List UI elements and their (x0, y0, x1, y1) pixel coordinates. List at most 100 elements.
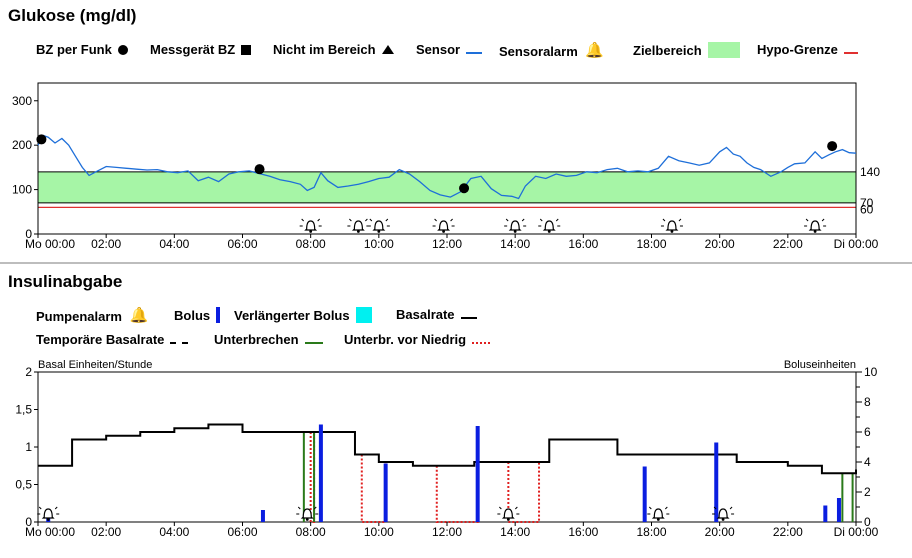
bz-funk-point (459, 183, 470, 194)
sensor-series-line (37, 134, 857, 200)
bolus-bar (475, 426, 480, 522)
circle-marker-icon (117, 44, 128, 55)
basal-line-icon (460, 316, 477, 319)
sensor-alarm-icon (538, 218, 561, 233)
bolus-bar (260, 510, 265, 522)
section-divider (0, 262, 912, 264)
legend-unterbr-niedrig: Unterbr. vor Niedrig (344, 332, 491, 347)
x-tick-label: Mo 00:00 (25, 237, 75, 251)
x-tick-label: 18:00 (636, 237, 666, 251)
bolus-bar (836, 498, 841, 522)
legend-verl-bolus: Verlängerter Bolus (234, 307, 372, 323)
y-left-tick-label: 0,5 (15, 478, 32, 492)
target-range-band (38, 171, 856, 203)
temp-basal-line-icon (170, 341, 189, 344)
glucose-title: Glukose (mg/dl) (8, 6, 137, 25)
x-tick-label: Di 00:00 (834, 237, 879, 251)
legend-sensor: Sensor (416, 42, 483, 57)
y-tick-label: 200 (12, 138, 32, 152)
bolus-bar (823, 505, 828, 522)
insulin-legend-row2: Temporäre Basalrate Unterbrechen Unterbr… (36, 332, 906, 350)
bolus-bar-icon (216, 307, 221, 323)
legend-nicht-bereich: Nicht im Bereich (273, 42, 394, 57)
y-left-tick-label: 0 (25, 515, 32, 529)
x-tick-label: 20:00 (705, 525, 735, 539)
x-tick-label: Mo 00:00 (25, 525, 75, 539)
suspend-low-segment (507, 462, 541, 523)
bz-funk-point (36, 134, 47, 145)
x-tick-label: 02:00 (91, 525, 121, 539)
sensor-line-icon (466, 51, 483, 54)
sensor-alarm-icon (299, 218, 322, 233)
x-tick-label: 10:00 (364, 237, 394, 251)
suspend-low-line-icon (472, 341, 491, 344)
legend-zielbereich: Zielbereich (633, 42, 740, 58)
pump-alarm-icon (37, 506, 60, 521)
legend-temp-basal: Temporäre Basalrate (36, 332, 189, 347)
bolus-bar (318, 424, 323, 522)
bolus-bar (383, 463, 388, 522)
y-left-tick-label: 1 (25, 440, 32, 454)
range-label: 60 (860, 202, 874, 216)
legend-messgeraet: Messgerät BZ (150, 42, 252, 57)
sensor-alarm-icon (504, 218, 527, 233)
legend-pumpenalarm: Pumpenalarm 🔔 (36, 307, 149, 324)
bz-funk-point (827, 141, 838, 152)
suspend-low-segment (360, 454, 387, 523)
insulin-legend-row1: Pumpenalarm 🔔 Bolus Verlängerter Bolus B… (36, 307, 906, 325)
triangle-marker-icon (381, 45, 394, 54)
range-label: 70 (860, 196, 874, 210)
square-marker-icon (241, 44, 252, 55)
pump-alarm-icon: 🔔 (129, 307, 149, 324)
legend-sensoralarm: Sensoralarm 🔔 (499, 42, 605, 59)
y-left-tick-label: 2 (25, 365, 32, 379)
y-tick-label: 300 (12, 94, 32, 108)
legend-hypo: Hypo-Grenze (757, 42, 858, 57)
right-axis-label: Boluseinheiten (784, 359, 856, 371)
y-right-tick-label: 8 (864, 395, 871, 409)
legend-basalrate: Basalrate (396, 307, 477, 322)
x-tick-label: 04:00 (159, 237, 189, 251)
x-tick-label: 06:00 (227, 237, 257, 251)
x-tick-label: 02:00 (91, 237, 121, 251)
extended-bolus-swatch-icon (355, 307, 372, 323)
x-tick-label: Di 00:00 (834, 525, 879, 539)
pump-alarm-icon (647, 506, 670, 521)
alarm-bell-icon: 🔔 (585, 42, 605, 59)
bolus-bar (642, 466, 647, 522)
x-tick-label: 22:00 (773, 237, 803, 251)
legend-unterbrechen: Unterbrechen (214, 332, 323, 347)
target-range-swatch-icon (707, 42, 740, 58)
suspend-segment (841, 473, 854, 522)
y-left-tick-label: 1,5 (15, 403, 32, 417)
suspend-low-segment (309, 432, 316, 523)
x-tick-label: 16:00 (568, 525, 598, 539)
bolus-bar (714, 442, 719, 522)
y-tick-label: 100 (12, 183, 32, 197)
pump-alarm-icon (296, 506, 319, 521)
y-right-tick-label: 0 (864, 515, 871, 529)
sensor-alarm-icon (660, 218, 683, 233)
x-tick-label: 20:00 (705, 237, 735, 251)
range-label: 140 (860, 165, 880, 179)
x-tick-label: 08:00 (296, 237, 326, 251)
x-tick-label: 10:00 (364, 525, 394, 539)
suspend-low-segment (435, 462, 479, 523)
suspend-line-icon (304, 341, 323, 344)
x-tick-label: 12:00 (432, 525, 462, 539)
hypo-line-icon (843, 51, 858, 54)
legend-bz-funk: BZ per Funk (36, 42, 128, 57)
legend-bolus: Bolus (174, 307, 221, 323)
y-right-tick-label: 2 (864, 485, 871, 499)
sensor-alarm-icon (347, 218, 370, 233)
y-right-tick-label: 4 (864, 455, 871, 469)
insulin-plot-frame (37, 371, 857, 523)
sensor-alarm-icon (432, 218, 455, 233)
suspend-segment (302, 432, 316, 522)
x-tick-label: 06:00 (227, 525, 257, 539)
pump-alarm-icon (712, 506, 735, 521)
glucose-legend: BZ per Funk Messgerät BZ Nicht im Bereic… (36, 42, 906, 60)
x-tick-label: 14:00 (500, 237, 530, 251)
